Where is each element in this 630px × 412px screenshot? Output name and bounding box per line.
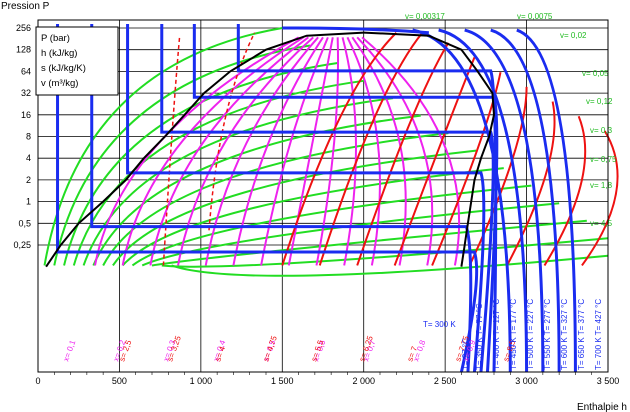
x-tick-label: 3 500 xyxy=(597,376,620,386)
temperature-label: T= 600 K T= 327 °C xyxy=(560,299,569,370)
temperature-label: T= 450 K T= 177 °C xyxy=(509,299,518,370)
legend-line-2: h (kJ/kg) xyxy=(41,48,77,59)
quality-line xyxy=(232,36,324,266)
x-tick-label: 3 000 xyxy=(515,376,538,386)
isochore-label: v= 1,8 xyxy=(590,181,613,190)
isochore-line xyxy=(92,114,421,266)
isochore-line xyxy=(53,44,311,266)
isochore-label: v= 0,05 xyxy=(582,69,609,78)
quality-line xyxy=(260,36,329,266)
quality-line xyxy=(149,36,309,266)
isentrope-line xyxy=(431,71,502,266)
y-tick-label: 64 xyxy=(21,66,31,76)
isochore-label: v= 0,0075 xyxy=(517,12,553,21)
isotherm-line xyxy=(160,24,495,373)
isochore-line xyxy=(82,97,394,266)
quality-line xyxy=(341,37,357,266)
x-tick-label: 2 000 xyxy=(352,376,375,386)
y-tick-label: 4 xyxy=(26,153,31,163)
quality-line xyxy=(177,36,314,266)
y-tick-label: 128 xyxy=(16,45,31,55)
legend-box: P (bar) h (kJ/kg) s (kJ/kg/K) v (m³/kg) xyxy=(35,26,119,96)
isochore-line xyxy=(112,149,477,267)
grid-lines xyxy=(37,20,609,375)
isentrope-lines xyxy=(162,32,619,267)
isochore-line xyxy=(72,79,366,266)
isochore-line xyxy=(102,132,449,266)
isotherm-line xyxy=(126,24,486,373)
x-tick-label: 0 xyxy=(35,376,40,386)
legend-line-1: P (bar) xyxy=(41,33,70,44)
isentrope-dashed xyxy=(208,32,256,231)
tick-labels: 0,25 0,5 1 2 4 8 16 32 64 128 256 0 500 1 000 1 500 2 0… xyxy=(13,23,619,386)
isochore-label: v= 0,12 xyxy=(586,97,613,106)
legend-line-3: s (kJ/kg/K) xyxy=(41,63,86,74)
y-tick-label: 0,25 xyxy=(13,240,31,250)
isochore-line xyxy=(171,254,609,277)
entropy-label: s= 4,75 xyxy=(261,334,279,362)
isochore-label: v= 0,3 xyxy=(590,126,613,135)
y-tick-label: 1 xyxy=(26,197,31,207)
x-axis-title: Enthalpie h xyxy=(577,402,627,412)
isotherm-line xyxy=(516,28,577,373)
quality-line xyxy=(121,36,304,266)
isochore-line xyxy=(161,237,609,268)
saturation-dome xyxy=(45,31,496,268)
isochore-label: v= 0,75 xyxy=(590,155,617,164)
quality-line xyxy=(356,36,434,266)
isotherm-line xyxy=(464,28,545,373)
isotherm-line xyxy=(90,24,473,373)
isotherm-line xyxy=(56,24,479,373)
isotherm-line xyxy=(438,28,529,373)
quality-line xyxy=(287,37,334,266)
quality-label: x= 0,1 xyxy=(61,338,77,362)
quality-line xyxy=(351,36,407,266)
x-tick-label: 1 000 xyxy=(190,376,213,386)
isotherm-lines xyxy=(56,24,577,373)
quality-line xyxy=(315,37,340,266)
isentrope-line xyxy=(506,101,556,266)
isotherm-line xyxy=(282,26,429,35)
x-tick-label: 2 500 xyxy=(434,376,457,386)
y-tick-label: 8 xyxy=(26,132,31,142)
isochore-line xyxy=(151,219,587,267)
temperature-label: T= 27 °C xyxy=(461,338,470,370)
isotherm-line xyxy=(412,28,512,373)
saturated-vapor-curve xyxy=(363,31,496,267)
isotherm-line xyxy=(236,24,498,373)
y-tick-label: 0,5 xyxy=(18,218,31,228)
isentrope-line xyxy=(393,57,476,266)
isotherm-line xyxy=(490,28,561,373)
temperature-label: T= 300 K xyxy=(423,320,456,329)
temperature-label: T= 550 K T= 277 °C xyxy=(543,299,552,370)
isentrope-line xyxy=(581,130,619,267)
temperature-label: T= 350 K T= 77 °C xyxy=(475,303,484,370)
isentrope-line xyxy=(318,32,424,266)
temperature-label: T= 400 K T= 127 °C xyxy=(492,299,501,370)
x-tick-label: 1 500 xyxy=(271,376,294,386)
plot-frame xyxy=(37,19,609,373)
y-tick-label: 256 xyxy=(16,23,31,33)
isochore-label: v= 0,02 xyxy=(560,31,587,40)
quality-lines xyxy=(94,36,461,266)
isentrope-line xyxy=(281,32,397,266)
quality-line xyxy=(346,36,381,266)
temperature-label: T= 650 K T= 377 °C xyxy=(577,299,586,370)
quality-line xyxy=(204,36,319,266)
y-tick-label: 2 xyxy=(26,175,31,185)
legend-line-4: v (m³/kg) xyxy=(41,78,78,89)
y-tick-label: 32 xyxy=(21,88,31,98)
quality-line xyxy=(361,36,461,266)
y-axis-title: Pression P xyxy=(1,1,50,12)
temperature-label: T= 500 K T= 227 °C xyxy=(526,299,535,370)
x-tick-label: 500 xyxy=(112,376,127,386)
saturated-liquid-curve xyxy=(45,31,364,268)
isochore-label: v= 0,00317 xyxy=(405,12,445,21)
isochore-label: v= 4,5 xyxy=(590,219,613,228)
temperature-label: T= 700 K T= 427 °C xyxy=(594,299,603,370)
y-tick-label: 16 xyxy=(21,110,31,120)
